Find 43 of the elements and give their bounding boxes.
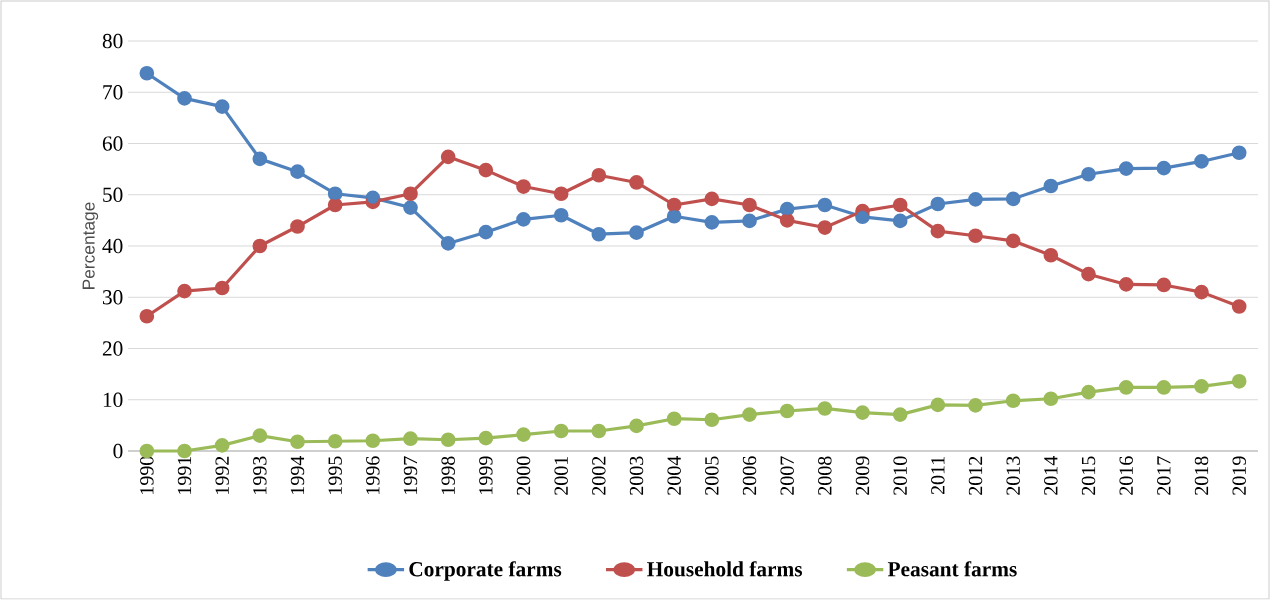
- x-tick-label: 1995: [328, 456, 342, 494]
- x-tick-label: 2018: [1194, 456, 1209, 495]
- x-tick-label: 2003: [629, 456, 644, 495]
- y-tick-label: 70: [103, 85, 123, 100]
- x-tick-label: 2017: [1157, 456, 1171, 495]
- y-tick-label: 10: [103, 392, 123, 407]
- y-tick-label: 40: [102, 238, 123, 254]
- x-tick-label: 2000: [516, 456, 531, 495]
- x-tick-label: 1996: [366, 456, 380, 494]
- x-tick-label: 2005: [705, 456, 719, 495]
- x-tick-label: 2002: [592, 456, 606, 495]
- y-tick-label: 30: [102, 290, 123, 305]
- x-tick-label: 2016: [1119, 456, 1133, 495]
- x-tick-label: 2007: [780, 456, 794, 495]
- x-tick-label: 1998: [441, 456, 455, 494]
- x-tick-label: 2019: [1232, 456, 1246, 495]
- x-tick-label: 2009: [855, 456, 870, 495]
- y-tick-label: 80: [102, 33, 123, 49]
- legend-label: Peasant farms: [887, 561, 1017, 577]
- legend-label: Corporate farms: [409, 561, 562, 581]
- y-tick-label: 0: [113, 443, 123, 459]
- x-tick-label: 1997: [403, 456, 418, 494]
- x-tick-label: 2015: [1081, 456, 1096, 495]
- x-tick-label: 1990: [140, 456, 154, 494]
- x-tick-label: 1991: [177, 456, 192, 494]
- x-tick-label: 2014: [1044, 456, 1058, 495]
- y-tick-label: 20: [102, 341, 123, 356]
- x-tick-label: 2012: [968, 456, 983, 495]
- x-tick-label: 1992: [215, 456, 229, 494]
- x-tick-label: 2010: [893, 456, 907, 495]
- x-tick-label: 2013: [1006, 456, 1020, 495]
- x-tick-label: 2001: [554, 456, 568, 495]
- x-tick-label: 2008: [818, 456, 832, 495]
- y-axis-title: Percentage: [82, 202, 99, 289]
- x-tick-label: 2006: [742, 456, 757, 495]
- x-tick-label: 1994: [290, 456, 305, 494]
- x-tick-label: 2011: [931, 456, 945, 495]
- x-tick-label: 1993: [253, 456, 267, 494]
- x-tick-label: 1999: [479, 456, 493, 494]
- y-tick-label: 60: [102, 136, 123, 151]
- y-tick-label: 50: [103, 187, 123, 202]
- legend-label: Household farms: [647, 561, 803, 577]
- x-tick-label: 2004: [667, 456, 681, 495]
